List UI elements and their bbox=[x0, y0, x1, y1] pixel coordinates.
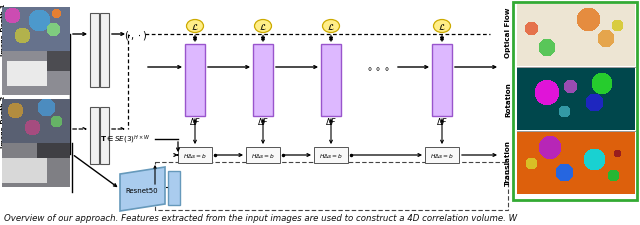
Text: Image-Depth 2: Image-Depth 2 bbox=[1, 95, 6, 147]
Text: $\circ\circ\circ$: $\circ\circ\circ$ bbox=[366, 63, 390, 73]
Ellipse shape bbox=[255, 20, 271, 33]
Bar bbox=[178, 147, 212, 163]
Text: $\mathcal{L}$: $\mathcal{L}$ bbox=[191, 22, 199, 32]
Text: $\mathcal{L}$: $\mathcal{L}$ bbox=[438, 22, 446, 32]
Bar bbox=[253, 45, 273, 117]
Bar bbox=[321, 45, 341, 117]
Text: $\mathcal{L}$: $\mathcal{L}$ bbox=[327, 22, 335, 32]
Bar bbox=[246, 147, 280, 163]
Ellipse shape bbox=[323, 20, 339, 33]
Text: $(\cdot,\cdot)$: $(\cdot,\cdot)$ bbox=[124, 28, 148, 41]
Bar bbox=[513, 3, 637, 200]
Bar bbox=[185, 45, 205, 117]
Text: $\Delta F$: $\Delta F$ bbox=[325, 116, 337, 127]
Text: $H\Delta s{=}b$: $H\Delta s{=}b$ bbox=[251, 151, 275, 159]
Text: $H\Delta s{=}b$: $H\Delta s{=}b$ bbox=[183, 151, 207, 159]
Bar bbox=[90, 14, 99, 88]
Bar bbox=[432, 45, 452, 117]
Text: $\Delta F$: $\Delta F$ bbox=[257, 116, 269, 127]
Polygon shape bbox=[120, 167, 165, 211]
Bar bbox=[90, 108, 99, 164]
Bar bbox=[168, 171, 180, 205]
Ellipse shape bbox=[186, 20, 204, 33]
Text: Image-Depth 1: Image-Depth 1 bbox=[1, 4, 6, 56]
Text: Rotation: Rotation bbox=[505, 82, 511, 117]
Text: Optical Flow: Optical Flow bbox=[505, 8, 511, 58]
Text: $\mathcal{L}$: $\mathcal{L}$ bbox=[259, 22, 267, 32]
Bar bbox=[155, 162, 508, 210]
Text: $\Delta F$: $\Delta F$ bbox=[436, 116, 448, 127]
Text: $H\Delta s{=}b$: $H\Delta s{=}b$ bbox=[430, 151, 454, 159]
Bar bbox=[425, 147, 459, 163]
Text: $\Delta F$: $\Delta F$ bbox=[189, 116, 201, 127]
Text: Overview of our approach. Features extracted from the input images are used to c: Overview of our approach. Features extra… bbox=[4, 213, 517, 222]
Text: $H\Delta s{=}b$: $H\Delta s{=}b$ bbox=[319, 151, 343, 159]
Text: Resnet50: Resnet50 bbox=[125, 187, 158, 193]
Bar bbox=[314, 147, 348, 163]
Ellipse shape bbox=[433, 20, 451, 33]
Bar bbox=[100, 108, 109, 164]
Text: Translation: Translation bbox=[505, 139, 511, 185]
Bar bbox=[100, 14, 109, 88]
Text: $\mathbf{T} \in SE(3)^{H \times W}$: $\mathbf{T} \in SE(3)^{H \times W}$ bbox=[100, 133, 151, 146]
